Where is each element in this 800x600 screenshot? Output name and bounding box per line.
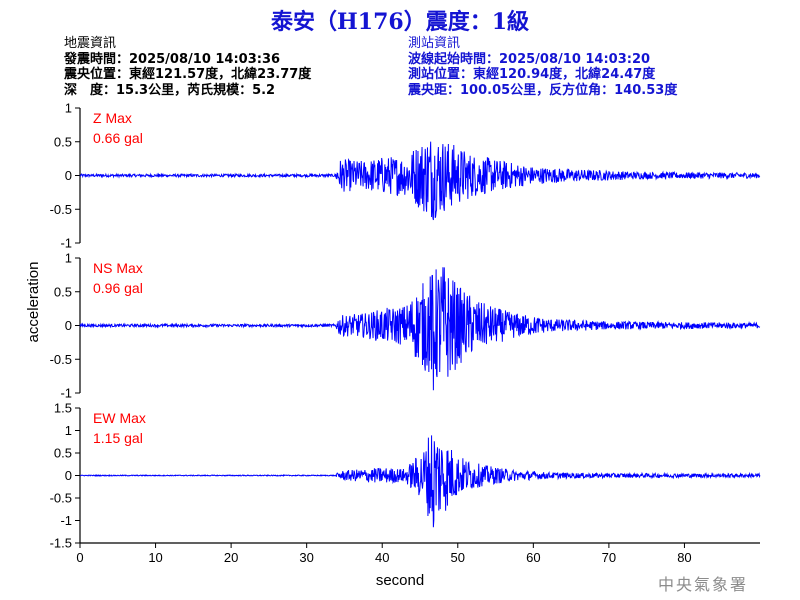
y-tick-label-z: -1 [60, 236, 72, 251]
x-tick-label: 60 [526, 550, 540, 565]
station-info-block: 測站資訊 波線起始時間：2025/08/10 14:03:20 測站位置：東經1… [408, 36, 677, 98]
waveform-trace-ns [79, 267, 761, 391]
y-tick-label-ns: -1 [60, 386, 72, 401]
x-tick-label: 70 [602, 550, 616, 565]
agency-watermark: 中央氣象署 [657, 575, 748, 594]
y-axis-title: acceleration [25, 262, 42, 343]
y-tick-label-z: 0.5 [54, 134, 72, 149]
x-tick-label: 80 [677, 550, 691, 565]
y-tick-label-ew: 0 [65, 468, 72, 483]
x-tick-label: 30 [299, 550, 313, 565]
y-tick-label-ns: 0 [65, 318, 72, 333]
y-tick-label-ew: 1 [65, 423, 72, 438]
y-tick-label-ns: -0.5 [50, 352, 72, 367]
y-tick-label-ns: 0.5 [54, 284, 72, 299]
max-value-z: 0.66 gal [93, 130, 143, 146]
quake-info-header: 地震資訊 [64, 36, 117, 51]
page-title: 泰安（H176）震度：1級 [270, 9, 530, 35]
y-tick-label-ns: 1 [65, 251, 72, 266]
y-tick-label-ew: 1.5 [54, 401, 72, 416]
x-tick-label: 40 [375, 550, 389, 565]
depth-magnitude: 深 度：15.3公里，芮氏規模：5.2 [64, 82, 276, 98]
max-value-ns: 0.96 gal [93, 280, 143, 296]
station-info-header: 測站資訊 [408, 36, 461, 51]
station-location: 測站位置：東經120.94度，北緯24.47度 [408, 67, 656, 82]
epicenter-location: 震央位置：東經121.57度，北緯23.77度 [64, 67, 312, 82]
y-tick-label-ew: -0.5 [50, 491, 72, 506]
y-tick-label-z: 1 [65, 101, 72, 116]
x-tick-label: 0 [76, 550, 83, 565]
x-tick-label: 50 [451, 550, 465, 565]
waveform-trace-ew [79, 435, 761, 528]
x-axis-title: second [376, 572, 424, 589]
waveform-trace-z [79, 141, 761, 221]
y-tick-label-z: 0 [65, 168, 72, 183]
max-value-ew: 1.15 gal [93, 430, 143, 446]
y-tick-label-ew: -1 [60, 513, 72, 528]
x-tick-label: 20 [224, 550, 238, 565]
origin-time: 發震時間：2025/08/10 14:03:36 [64, 51, 281, 67]
x-tick-label: 10 [148, 550, 162, 565]
y-tick-label-ew: 0.5 [54, 446, 72, 461]
distance-azimuth: 震央距：100.05公里，反方位角：140.53度 [408, 82, 678, 98]
y-tick-label-z: -0.5 [50, 202, 72, 217]
quake-info-block: 地震資訊 發震時間：2025/08/10 14:03:36 震央位置：東經121… [64, 36, 311, 98]
max-label-ns: NS Max [93, 260, 143, 276]
max-label-ew: EW Max [93, 410, 146, 426]
wave-start-time: 波線起始時間：2025/08/10 14:03:20 [408, 51, 651, 67]
max-label-z: Z Max [93, 110, 132, 126]
y-tick-label-ew: -1.5 [50, 536, 72, 551]
